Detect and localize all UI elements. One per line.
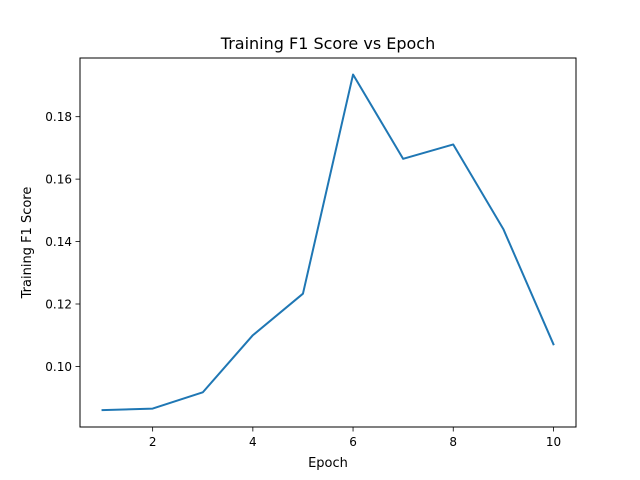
series-line — [101, 73, 555, 412]
x-axis-label: Epoch — [308, 456, 348, 471]
chart-title: Training F1 Score vs Epoch — [220, 34, 435, 53]
y-axis-label: Training F1 Score — [20, 187, 35, 300]
x-tick-label: 6 — [349, 435, 357, 449]
x-tick-label: 8 — [449, 435, 457, 449]
y-tick-label: 0.14 — [45, 235, 72, 249]
ticks-layer: 2 4 6 8 10 0.10 0.12 0.14 0.16 0.18 — [45, 110, 561, 449]
y-tick-label: 0.12 — [45, 298, 72, 312]
plot-area — [80, 58, 576, 427]
y-tick-label: 0.10 — [45, 360, 72, 374]
x-tick-label: 2 — [149, 435, 157, 449]
series-layer — [101, 73, 555, 412]
x-tick-label: 10 — [546, 435, 561, 449]
y-tick-label: 0.18 — [45, 110, 72, 124]
x-tick-label: 4 — [249, 435, 257, 449]
y-tick-label: 0.16 — [45, 173, 72, 187]
axes-frame — [79, 57, 577, 428]
